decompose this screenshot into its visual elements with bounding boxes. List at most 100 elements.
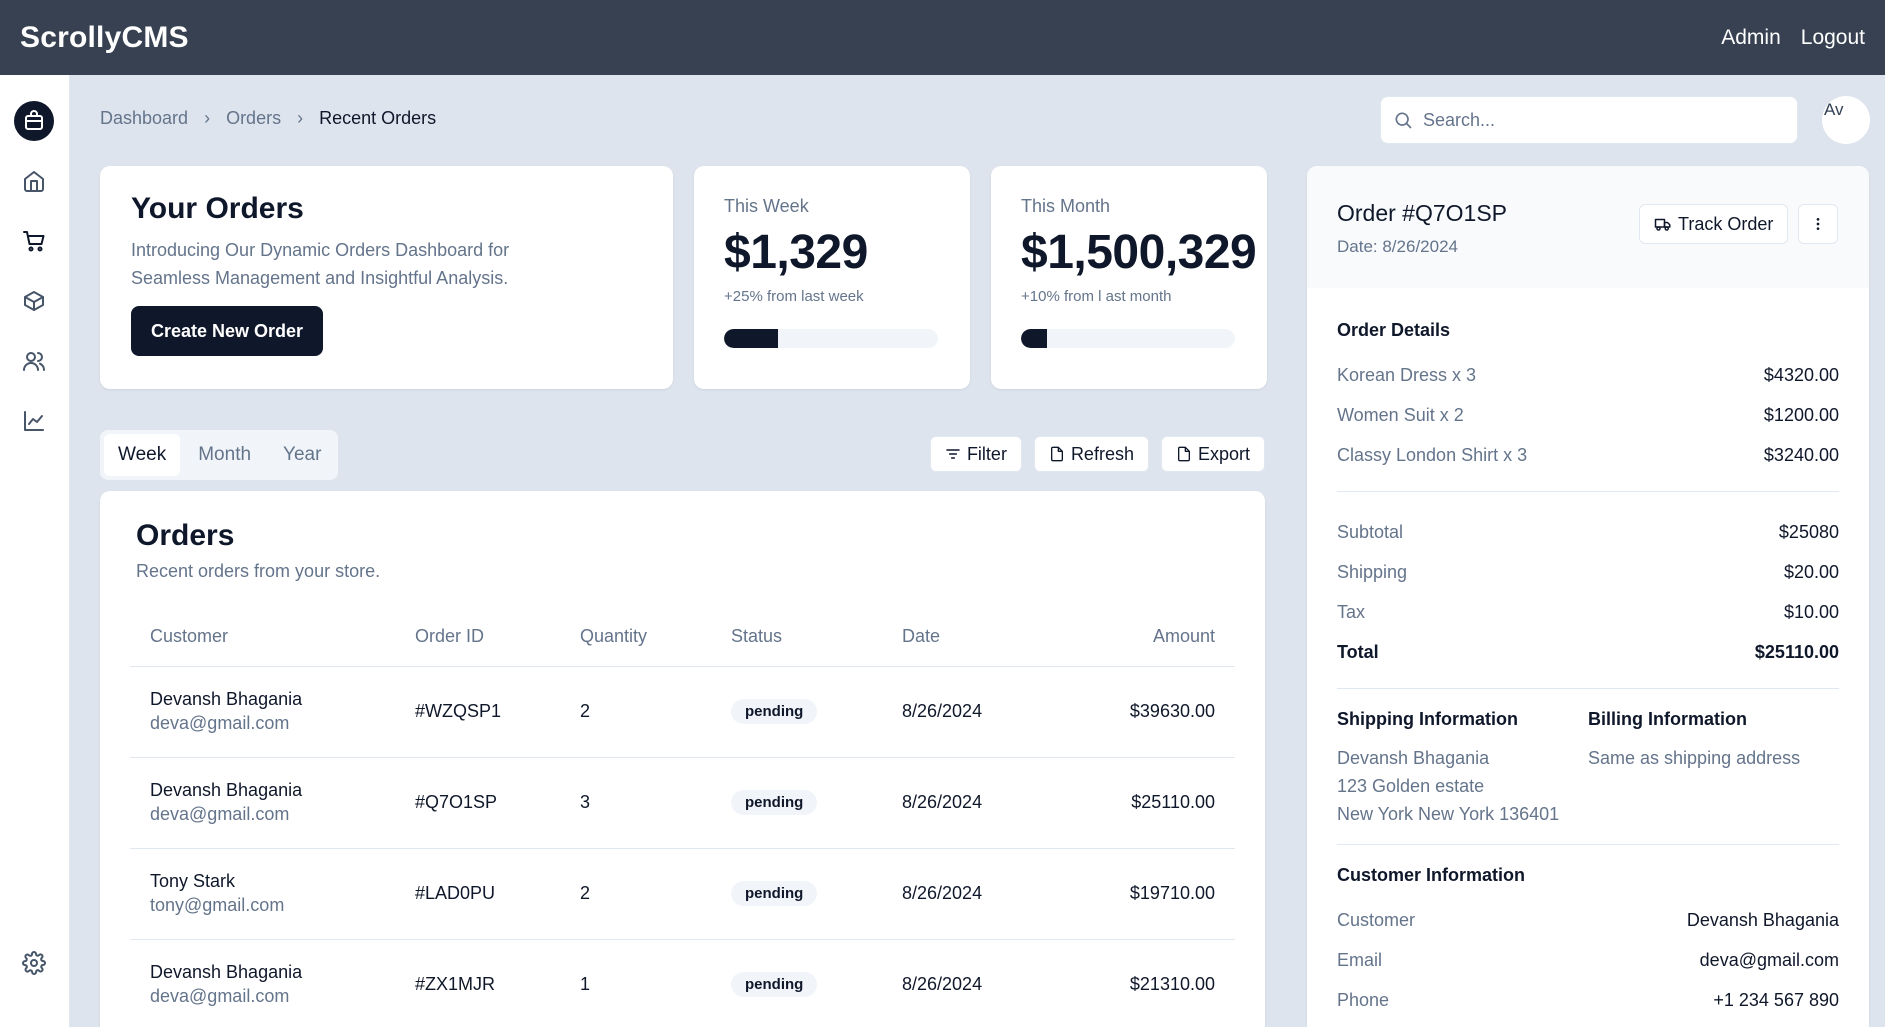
table-header-row: Customer Order ID Quantity Status Date A… xyxy=(130,608,1235,667)
chevron-right-icon: › xyxy=(204,108,211,128)
quantity-cell: 1 xyxy=(560,939,711,1027)
progress-bar xyxy=(1021,329,1235,348)
create-order-button[interactable]: Create New Order xyxy=(131,306,324,356)
item-value: $4320.00 xyxy=(1763,364,1839,385)
sidebar-item-settings[interactable] xyxy=(14,943,54,983)
table-row[interactable]: Devansh Bhagania deva@gmail.com #Q7O1SP 3… xyxy=(130,757,1235,849)
customer-cell: Devansh Bhagania deva@gmail.com xyxy=(130,666,395,758)
stat-card-week: This Week $1,329 +25% from last week xyxy=(694,166,970,389)
summary-row: Subtotal $25080 xyxy=(1337,512,1839,552)
customer-email: tony@gmail.com xyxy=(150,895,285,915)
progress-fill xyxy=(724,329,778,348)
status-cell: pending xyxy=(711,939,882,1027)
line-chart-icon xyxy=(24,411,44,431)
table-row[interactable]: Tony Stark tony@gmail.com #LAD0PU 2 pendi… xyxy=(130,848,1235,940)
filter-button[interactable]: Filter xyxy=(929,436,1022,472)
order-detail-date: Date: 8/26/2024 xyxy=(1337,237,1458,256)
status-cell: pending xyxy=(711,848,882,940)
search-icon xyxy=(1395,112,1412,129)
info-value: +1 234 567 890 xyxy=(1713,989,1839,1010)
summary-label: Tax xyxy=(1337,601,1366,622)
address-section: Shipping Information Devansh Bhagania 12… xyxy=(1337,709,1839,828)
order-detail-body: Order Details Korean Dress x 3 $4320.00 W… xyxy=(1307,288,1869,1020)
gear-icon xyxy=(22,951,46,975)
order-details-title: Order Details xyxy=(1337,320,1451,340)
filter-icon xyxy=(946,449,960,459)
quantity-cell: 2 xyxy=(560,666,711,758)
top-bar: ScrollyCMS Admin Logout xyxy=(0,0,1885,75)
brand-logo[interactable]: ScrollyCMS xyxy=(20,20,189,54)
date-cell: 8/26/2024 xyxy=(882,939,1062,1027)
breadcrumb-dashboard[interactable]: Dashboard xyxy=(100,108,189,128)
search-input[interactable] xyxy=(1423,109,1783,131)
breadcrumb: Dashboard › Orders › Recent Orders xyxy=(100,108,436,129)
customer-name: Tony Stark xyxy=(150,871,236,891)
billing-text: Same as shipping address xyxy=(1588,748,1801,768)
quantity-cell: 2 xyxy=(560,848,711,940)
stat-label: This Month xyxy=(1021,196,1111,216)
refresh-button[interactable]: Refresh xyxy=(1033,436,1149,472)
item-value: $1200.00 xyxy=(1763,404,1839,425)
sidebar-item-products[interactable] xyxy=(14,281,54,321)
filter-label: Filter xyxy=(966,443,1007,464)
column-header[interactable]: Status xyxy=(711,608,882,667)
breadcrumb-orders[interactable]: Orders xyxy=(226,108,282,128)
top-nav: Admin Logout xyxy=(1721,26,1865,50)
your-orders-title: Your Orders xyxy=(131,192,304,225)
total-row: Total $25110.00 xyxy=(1337,632,1839,672)
summary-value: $20.00 xyxy=(1783,561,1839,582)
status-badge: pending xyxy=(731,881,818,906)
stat-note: +10% from l ast month xyxy=(1021,288,1172,305)
divider xyxy=(1337,491,1839,492)
total-label: Total xyxy=(1337,641,1379,662)
column-header[interactable]: Date xyxy=(882,608,1062,667)
order-detail-panel: Order #Q7O1SP Date: 8/26/2024 Track Orde… xyxy=(1307,166,1869,1027)
sidebar-item-packages[interactable] xyxy=(14,101,54,141)
order-id-cell: #ZX1MJR xyxy=(395,939,560,1027)
more-options-button[interactable] xyxy=(1798,204,1838,244)
summary-row: Tax $10.00 xyxy=(1337,592,1839,632)
admin-link[interactable]: Admin xyxy=(1721,25,1781,49)
your-orders-card: Your Orders Introducing Our Dynamic Orde… xyxy=(100,166,673,389)
table-row[interactable]: Devansh Bhagania deva@gmail.com #WZQSP1 2… xyxy=(130,666,1235,758)
search-box xyxy=(1380,96,1798,144)
progress-bar xyxy=(724,329,938,348)
stat-card-month: This Month $1,500,329 +10% from l ast mo… xyxy=(991,166,1267,389)
customer-email: deva@gmail.com xyxy=(150,713,290,733)
track-order-button[interactable]: Track Order xyxy=(1639,204,1789,244)
sidebar-item-customers[interactable] xyxy=(14,341,54,381)
shipping-info: Shipping Information Devansh Bhagania 12… xyxy=(1337,709,1588,828)
table-actions: Filter Refresh Export xyxy=(929,436,1265,472)
customer-email: deva@gmail.com xyxy=(150,804,290,824)
avatar-alt-text: Av xyxy=(1824,100,1844,119)
avatar[interactable]: Av xyxy=(1822,96,1870,144)
tab-month[interactable]: Month xyxy=(198,444,252,465)
item-label: Classy London Shirt x 3 xyxy=(1337,444,1528,465)
more-vertical-icon xyxy=(1816,218,1820,230)
column-header[interactable]: Quantity xyxy=(560,608,711,667)
item-label: Korean Dress x 3 xyxy=(1337,364,1477,385)
tab-week[interactable]: Week xyxy=(104,434,181,476)
status-cell: pending xyxy=(711,757,882,849)
logout-link[interactable]: Logout xyxy=(1800,25,1865,49)
info-label: Customer xyxy=(1337,909,1416,930)
order-item-row: Classy London Shirt x 3 $3240.00 xyxy=(1337,435,1839,475)
column-header[interactable]: Customer xyxy=(130,608,395,667)
order-id-cell: #LAD0PU xyxy=(395,848,560,940)
billing-title: Billing Information xyxy=(1588,709,1747,729)
amount-cell: $19710.00 xyxy=(1062,848,1235,940)
amount-cell: $39630.00 xyxy=(1062,666,1235,758)
tab-year[interactable]: Year xyxy=(283,444,322,465)
truck-icon xyxy=(1654,218,1671,231)
orders-table: Customer Order ID Quantity Status Date A… xyxy=(130,608,1235,1027)
sidebar-item-orders[interactable] xyxy=(14,221,54,261)
export-button[interactable]: Export xyxy=(1160,436,1265,472)
stat-label: This Week xyxy=(724,196,809,216)
table-row[interactable]: Devansh Bhagania deva@gmail.com #ZX1MJR 1… xyxy=(130,939,1235,1027)
column-header[interactable]: Amount xyxy=(1062,608,1235,667)
order-detail-title: Order #Q7O1SP xyxy=(1337,200,1508,226)
column-header[interactable]: Order ID xyxy=(395,608,560,667)
sidebar-item-home[interactable] xyxy=(14,161,54,201)
sidebar-item-analytics[interactable] xyxy=(14,401,54,441)
billing-info: Billing Information Same as shipping add… xyxy=(1588,709,1839,828)
